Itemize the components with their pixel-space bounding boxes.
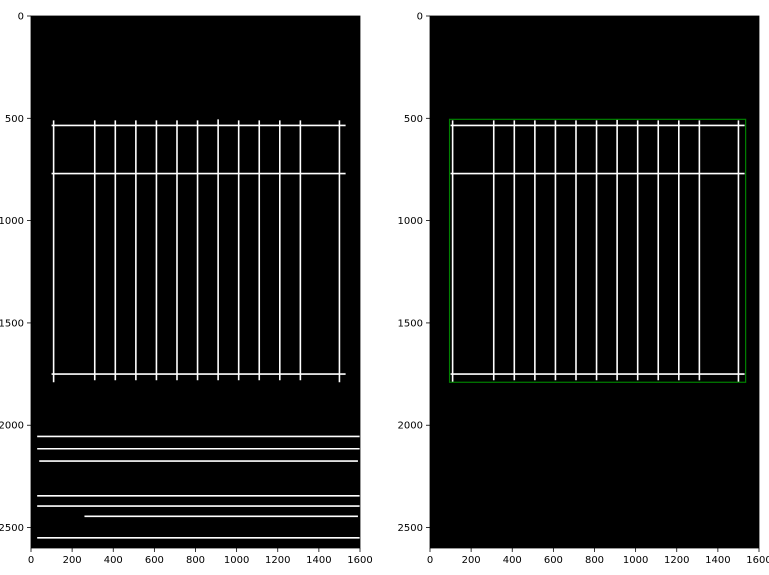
y-tick-label: 1500	[0, 318, 24, 329]
x-tick-label: 800	[186, 555, 205, 566]
x-tick-label: 1000	[623, 555, 648, 566]
y-tick-label: 2000	[398, 421, 423, 432]
x-tick-label: 800	[585, 555, 604, 566]
left-image-panel: 0 200 400 600 800 1000 1200 1400 1600 0 500 1000 150…	[0, 12, 373, 567]
y-tick-label: 0	[18, 12, 24, 23]
x-tick-label: 400	[104, 555, 123, 566]
x-tick-label: 600	[145, 555, 164, 566]
x-tick-label: 200	[462, 555, 481, 566]
x-tick-label: 400	[503, 555, 522, 566]
y-tick-label: 2000	[0, 421, 24, 432]
x-tick-label: 1600	[746, 555, 769, 566]
y-tick-label: 1500	[398, 318, 423, 329]
x-tick-label: 200	[63, 555, 82, 566]
right-image-panel: 0 200 400 600 800 1000 1200 1400 1600 0 500 1000 150…	[398, 12, 769, 567]
x-tick-label: 1000	[224, 555, 249, 566]
x-tick-label: 0	[427, 555, 433, 566]
image-background	[430, 16, 759, 548]
detection-bounding-box	[448, 118, 747, 383]
x-tick-label: 1200	[664, 555, 689, 566]
y-tick-label: 2500	[398, 523, 423, 534]
x-tick-label: 1400	[306, 555, 331, 566]
x-tick-label: 600	[544, 555, 563, 566]
x-tick-label: 1200	[265, 555, 290, 566]
x-tick-label: 1400	[705, 555, 730, 566]
y-tick-label: 2500	[0, 523, 24, 534]
image-background	[31, 16, 360, 548]
x-tick-label: 1600	[347, 555, 372, 566]
y-tick-label: 500	[5, 114, 24, 125]
y-tick-label: 0	[417, 12, 423, 23]
y-tick-label: 1000	[398, 216, 423, 227]
x-tick-label: 0	[28, 555, 34, 566]
y-tick-label: 1000	[0, 216, 24, 227]
y-tick-label: 500	[404, 114, 423, 125]
